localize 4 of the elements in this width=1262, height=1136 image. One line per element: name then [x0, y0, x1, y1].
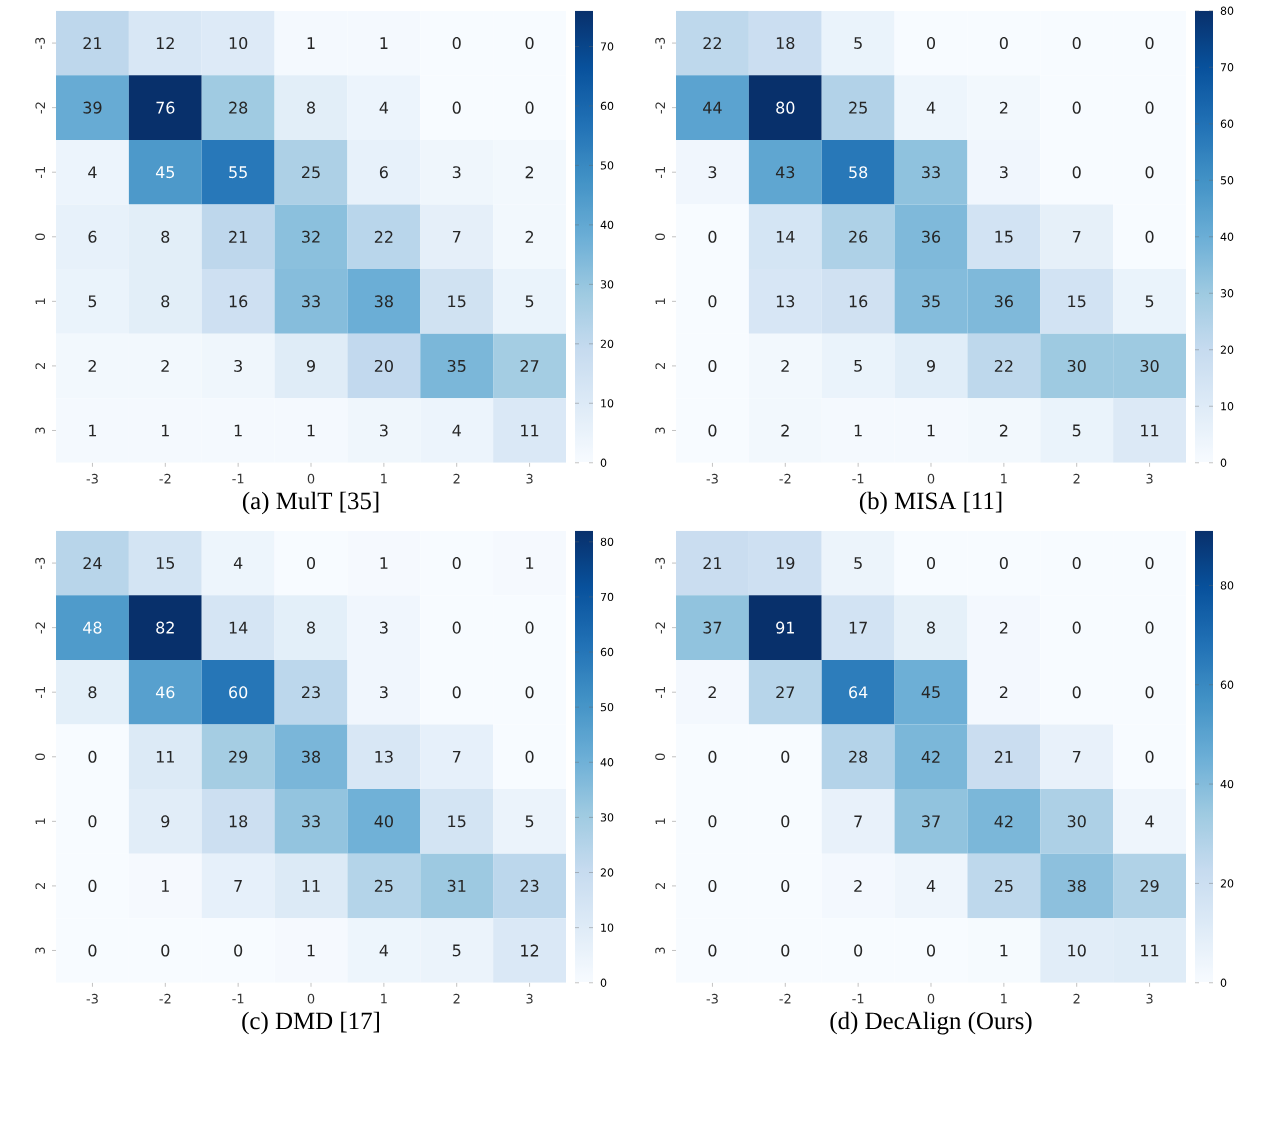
text: (c) DMD [17]	[242, 1011, 379, 1034]
text: (a) MulT [35]	[242, 491, 379, 514]
text: (d) DecAlign (Ours)	[830, 1011, 1032, 1035]
text: (b) MISA [11]	[859, 491, 1002, 514]
